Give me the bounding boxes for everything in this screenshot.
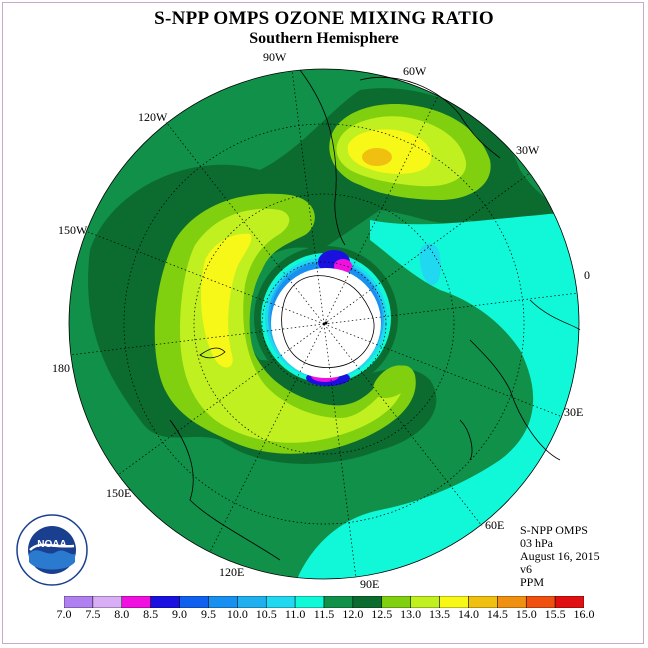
noaa-logo-icon: NOAA bbox=[16, 514, 88, 586]
meridian-30w bbox=[323, 172, 531, 325]
south-pole-marker bbox=[324, 321, 328, 325]
info-level: 03 hPa bbox=[520, 536, 553, 550]
colorbar-tick-label: 8.5 bbox=[143, 607, 159, 621]
antarctica-coastline bbox=[281, 275, 375, 368]
lon-label-120w: 120W bbox=[138, 110, 168, 124]
lon-label-60w: 60W bbox=[403, 64, 427, 78]
meridian-0-180b bbox=[323, 292, 579, 325]
lon-label-0: 0 bbox=[584, 268, 590, 282]
colorbar-swatch bbox=[554, 596, 584, 608]
graticule bbox=[69, 69, 579, 579]
band-13-5 bbox=[201, 233, 252, 368]
blob-12-5-east bbox=[373, 365, 411, 398]
colorbar-tick-label: 15.0 bbox=[515, 607, 537, 621]
blob-14-0-southamerica bbox=[362, 148, 392, 166]
info-date: August 16, 2015 bbox=[520, 549, 600, 563]
meridian-120e bbox=[209, 323, 325, 553]
colorbar-tick-label: 13.5 bbox=[429, 607, 451, 621]
colorbar-tick-label: 8.0 bbox=[114, 607, 130, 621]
lon-label-150e: 150E bbox=[106, 486, 132, 500]
meridian-90e bbox=[323, 323, 357, 579]
latitude-circle-60s bbox=[193, 193, 455, 455]
colorbar-tick-label: 16.0 bbox=[573, 607, 595, 621]
lon-label-90e: 90E bbox=[360, 577, 380, 591]
lon-label-30e: 30E bbox=[564, 405, 584, 419]
colorbar-tick-label: 7.0 bbox=[56, 607, 72, 621]
lon-label-150w: 150W bbox=[58, 223, 88, 237]
africa-coastline bbox=[469, 299, 581, 461]
patch-10-5-atlantic bbox=[419, 243, 441, 285]
colorbar-tick-label: 14.0 bbox=[457, 607, 479, 621]
lon-label-180: 180 bbox=[52, 361, 70, 375]
map-subtitle: Southern Hemisphere bbox=[249, 30, 399, 47]
latitude-circle-75s bbox=[261, 261, 387, 387]
meridian-120w bbox=[165, 121, 325, 325]
colorbar-tick-label: 9.0 bbox=[172, 607, 188, 621]
info-version: v6 bbox=[520, 562, 532, 576]
colorbar-tick-label: 9.5 bbox=[200, 607, 216, 621]
colorbar-tick-label: 12.5 bbox=[371, 607, 393, 621]
lon-label-120e: 120E bbox=[219, 565, 245, 579]
madagascar-coastline bbox=[459, 419, 473, 461]
noaa-logo-text: NOAA bbox=[37, 539, 66, 550]
colorbar-tick-label: 11.0 bbox=[284, 607, 306, 621]
colorbar-tick-label: 12.0 bbox=[342, 607, 364, 621]
australia-coastline bbox=[169, 419, 281, 561]
meridian-0-180 bbox=[69, 323, 325, 356]
colorbar bbox=[64, 596, 584, 608]
map-boundary bbox=[68, 68, 580, 580]
lon-label-30w: 30W bbox=[516, 143, 540, 157]
colorbar-tick-label: 14.5 bbox=[486, 607, 508, 621]
info-units: PPM bbox=[520, 575, 545, 589]
lon-label-60e: 60E bbox=[485, 518, 505, 532]
colorbar-tick-label: 10.0 bbox=[226, 607, 248, 621]
colorbar-tick-label: 11.5 bbox=[313, 607, 335, 621]
latitude-circle-45s bbox=[123, 123, 525, 525]
meridian-150e bbox=[117, 323, 325, 476]
colorbar-tick-label: 10.5 bbox=[255, 607, 277, 621]
map-title: S-NPP OMPS OZONE MIXING RATIO bbox=[154, 8, 494, 29]
colorbar-tick-label: 7.5 bbox=[85, 607, 101, 621]
meridian-60e bbox=[323, 323, 483, 527]
colorbar-tick-label: 13.0 bbox=[400, 607, 422, 621]
new-zealand-coastline bbox=[199, 347, 226, 359]
lon-label-90w: 90W bbox=[263, 50, 287, 64]
meridian-90w bbox=[291, 69, 325, 325]
info-instrument: S-NPP OMPS bbox=[520, 523, 588, 537]
meridian-60w bbox=[323, 95, 439, 325]
colorbar-tick-label: 15.5 bbox=[544, 607, 566, 621]
